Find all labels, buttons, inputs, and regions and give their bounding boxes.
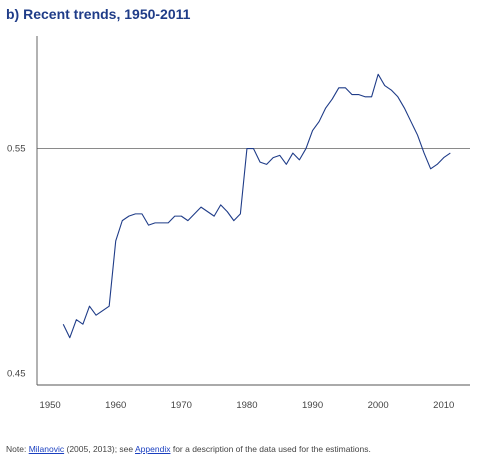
axes <box>36 36 470 386</box>
trend-chart: 1950 1960 1970 1980 1990 2000 2010 0.45 0.55 <box>7 36 470 411</box>
chart-title: b) Recent trends, 1950-2011 <box>6 6 191 22</box>
note-prefix: Note: <box>6 444 29 454</box>
x-tick-label: 2010 <box>433 400 454 411</box>
note-middle: (2005, 2013); see <box>64 444 136 454</box>
x-tick-label: 1990 <box>302 400 323 411</box>
series-layer <box>62 73 451 339</box>
y-tick-label: 0.45 <box>7 369 26 380</box>
x-tick-label: 1950 <box>40 400 61 411</box>
y-tick-label: 0.55 <box>7 144 26 155</box>
note-suffix: for a description of the data used for t… <box>170 444 371 454</box>
milanovic-link[interactable]: Milanovic <box>28 444 65 454</box>
series-line <box>62 73 451 339</box>
x-tick-label: 1960 <box>105 400 126 411</box>
x-tick-label: 1980 <box>236 400 257 411</box>
x-tick-label: 1970 <box>171 400 192 411</box>
chart-note: Note: Milanovic (2005, 2013); see Append… <box>6 444 371 454</box>
tick-labels: 1950 1960 1970 1980 1990 2000 2010 0.45 0.55 <box>7 144 454 411</box>
appendix-link[interactable]: Appendix <box>135 444 171 454</box>
x-tick-label: 2000 <box>368 400 389 411</box>
